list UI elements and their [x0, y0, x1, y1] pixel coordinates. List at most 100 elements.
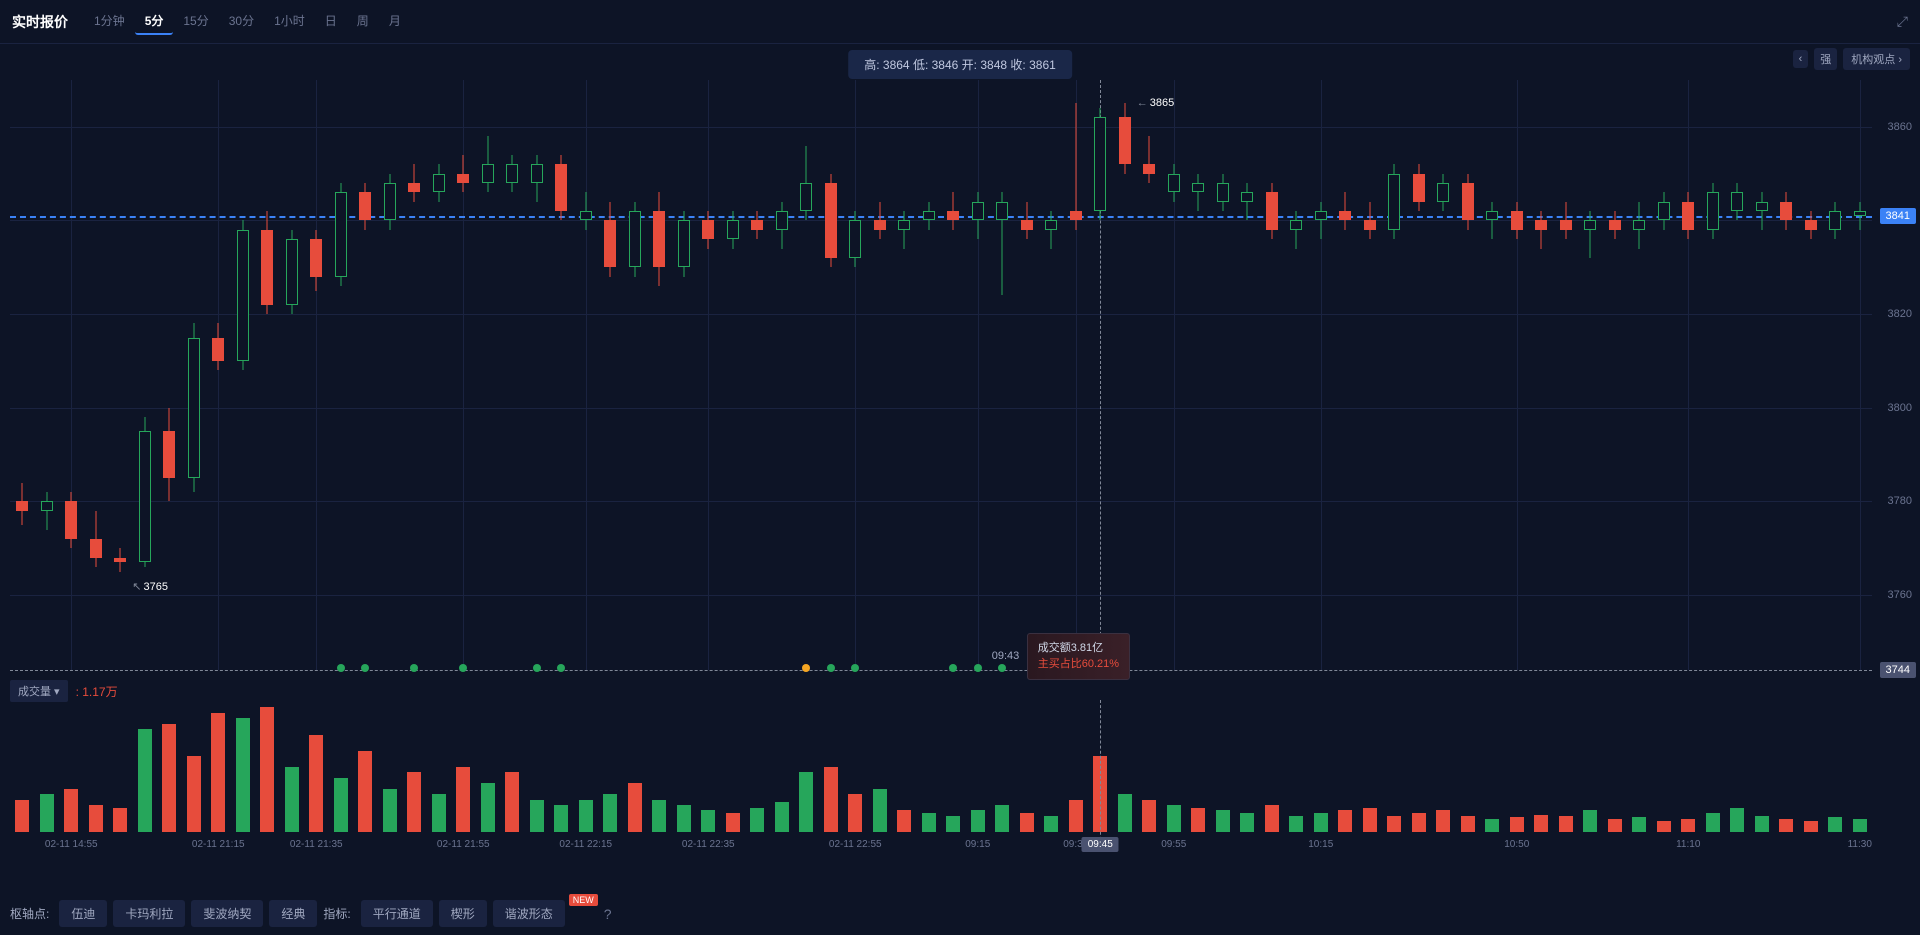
indicator-btn-楔形[interactable]: 楔形: [439, 900, 487, 927]
volume-bar: [187, 756, 201, 832]
volume-bar: [554, 805, 568, 832]
strength-button[interactable]: 强: [1814, 48, 1837, 70]
inst-view-button[interactable]: 机构观点 ›: [1843, 48, 1910, 70]
timeframe-15分[interactable]: 15分: [173, 8, 218, 35]
volume-bar: [1608, 819, 1622, 832]
volume-bar: [1240, 813, 1254, 833]
volume-bar: [701, 810, 715, 832]
pivot-btn-经典[interactable]: 经典: [269, 900, 317, 927]
timeframe-1小时[interactable]: 1小时: [264, 8, 315, 35]
timeframe-月[interactable]: 月: [379, 8, 411, 35]
expand-icon[interactable]: ⤢: [1897, 13, 1908, 30]
volume-value: : 1.17万: [76, 683, 118, 700]
volume-bar: [628, 783, 642, 832]
x-axis-label: 02-11 21:35: [290, 839, 343, 850]
volume-label[interactable]: 成交量 ▾: [10, 680, 68, 702]
x-axis-label: 02-11 22:35: [682, 839, 735, 850]
timeframe-5分[interactable]: 5分: [135, 8, 174, 35]
volume-bar: [383, 789, 397, 832]
volume-bar: [1534, 815, 1548, 832]
help-icon[interactable]: ?: [604, 906, 612, 922]
x-axis-label: 10:50: [1504, 839, 1529, 850]
volume-bar: [750, 808, 764, 832]
corner-actions: ‹ 强 机构观点 ›: [1793, 48, 1910, 70]
volume-bar: [1314, 813, 1328, 833]
volume-bar: [1069, 800, 1083, 833]
x-axis-label: 02-11 22:55: [829, 839, 882, 850]
volume-bar: [1118, 794, 1132, 832]
volume-bar: [603, 794, 617, 832]
volume-bar: [1436, 810, 1450, 832]
signal-marker: [998, 664, 1006, 672]
x-axis-label: 02-11 21:15: [192, 839, 245, 850]
high-label: 高:: [864, 58, 879, 72]
candlestick-chart[interactable]: 37603780380038203840386037443841↖3765←38…: [10, 80, 1872, 670]
y-axis-label: 3760: [1888, 589, 1912, 601]
volume-bar: [1412, 813, 1426, 833]
low-annotation: ↖3765: [132, 580, 168, 593]
ohlc-panel: 高: 3864 低: 3846 开: 3848 收: 3861: [848, 50, 1072, 79]
x-axis-label: 10:15: [1308, 839, 1333, 850]
volume-bar: [456, 767, 470, 832]
x-axis-label: 11:30: [1848, 839, 1872, 850]
volume-bar: [726, 813, 740, 833]
pivot-label: 枢轴点:: [10, 905, 49, 922]
volume-bar: [89, 805, 103, 832]
y-axis-label: 3780: [1888, 495, 1912, 507]
volume-bar: [775, 802, 789, 832]
volume-bar: [1191, 808, 1205, 832]
volume-bar: [995, 805, 1009, 832]
volume-bar: [1681, 819, 1695, 832]
volume-bar: [260, 707, 274, 832]
signal-marker: [974, 664, 982, 672]
signal-marker: [557, 664, 565, 672]
volume-bar: [481, 783, 495, 832]
volume-bar: [824, 767, 838, 832]
y-axis-label: 3800: [1888, 402, 1912, 414]
pivot-btn-伍迪[interactable]: 伍迪: [59, 900, 107, 927]
volume-bar: [15, 800, 29, 833]
low-label: 低:: [913, 58, 928, 72]
high-value: 3864: [883, 58, 910, 72]
volume-bar: [1044, 816, 1058, 832]
volume-header: 成交量 ▾ : 1.17万: [10, 680, 118, 702]
signal-marker: [851, 664, 859, 672]
volume-bar: [652, 800, 666, 833]
signal-marker: [949, 664, 957, 672]
signal-marker: [337, 664, 345, 672]
volume-bar: [1632, 817, 1646, 832]
volume-bar: [432, 794, 446, 832]
volume-chart[interactable]: 02-11 14:55 02-11 21:15 02-11 21:35 02-11 2…: [10, 700, 1872, 850]
signal-marker: [802, 664, 810, 672]
volume-bar: [1828, 817, 1842, 832]
timeframe-日[interactable]: 日: [315, 8, 347, 35]
pivot-btn-卡玛利拉[interactable]: 卡玛利拉: [113, 900, 185, 927]
volume-bar: [113, 808, 127, 832]
volume-bar: [1779, 819, 1793, 832]
volume-bar: [162, 724, 176, 832]
volume-bar: [285, 767, 299, 832]
volume-bar: [40, 794, 54, 832]
signal-marker: [410, 664, 418, 672]
volume-bar: [1804, 821, 1818, 832]
hover-tooltip: 09:43成交额3.81亿主买占比60.21%: [1027, 633, 1130, 680]
x-axis-label: 09:15: [965, 839, 990, 850]
open-value: 3848: [980, 58, 1007, 72]
pivot-btn-斐波纳契[interactable]: 斐波纳契: [191, 900, 263, 927]
volume-bar: [971, 810, 985, 832]
timeframe-30分[interactable]: 30分: [219, 8, 264, 35]
indicator-btn-平行通道[interactable]: 平行通道: [361, 900, 433, 927]
volume-bar: [848, 794, 862, 832]
volume-bar: [1167, 805, 1181, 832]
volume-bar: [138, 729, 152, 832]
indicator-btn-谐波形态[interactable]: 谐波形态: [493, 900, 565, 927]
close-label: 收:: [1010, 58, 1025, 72]
y-axis-label: 3820: [1888, 308, 1912, 320]
back-button[interactable]: ‹: [1793, 50, 1809, 68]
volume-bar: [1706, 813, 1720, 833]
timeframe-1分钟[interactable]: 1分钟: [84, 8, 135, 35]
signal-marker: [361, 664, 369, 672]
x-axis-label: 02-11 14:55: [45, 839, 98, 850]
volume-bar: [505, 772, 519, 832]
timeframe-周[interactable]: 周: [347, 8, 379, 35]
